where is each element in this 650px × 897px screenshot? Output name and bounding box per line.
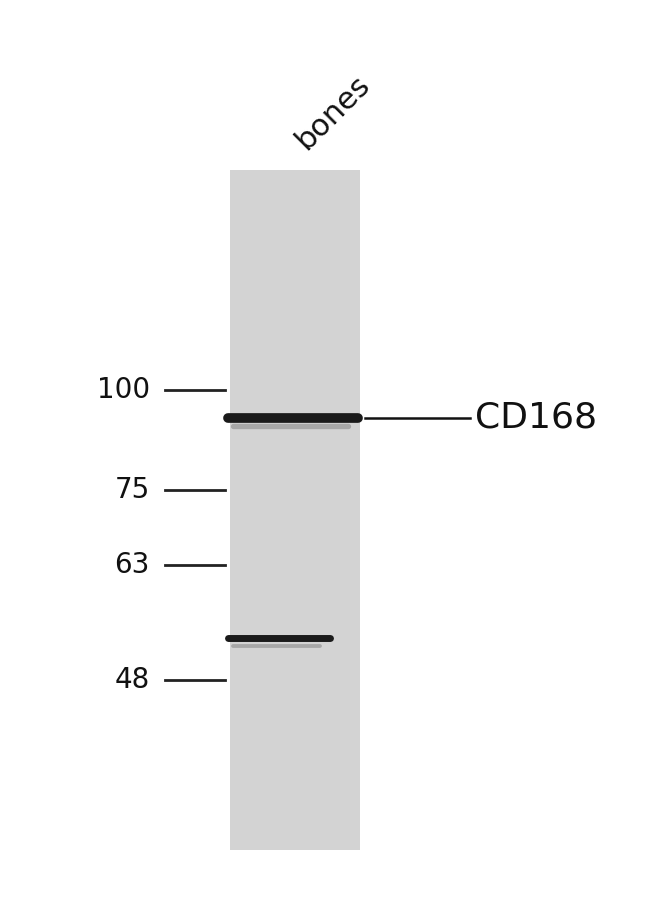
Text: CD168: CD168 [475,401,597,435]
Text: 63: 63 [114,551,150,579]
Text: 48: 48 [115,666,150,694]
Text: 75: 75 [115,476,150,504]
Text: bones: bones [289,70,375,155]
Text: 100: 100 [97,376,150,404]
Bar [230,170,360,850]
